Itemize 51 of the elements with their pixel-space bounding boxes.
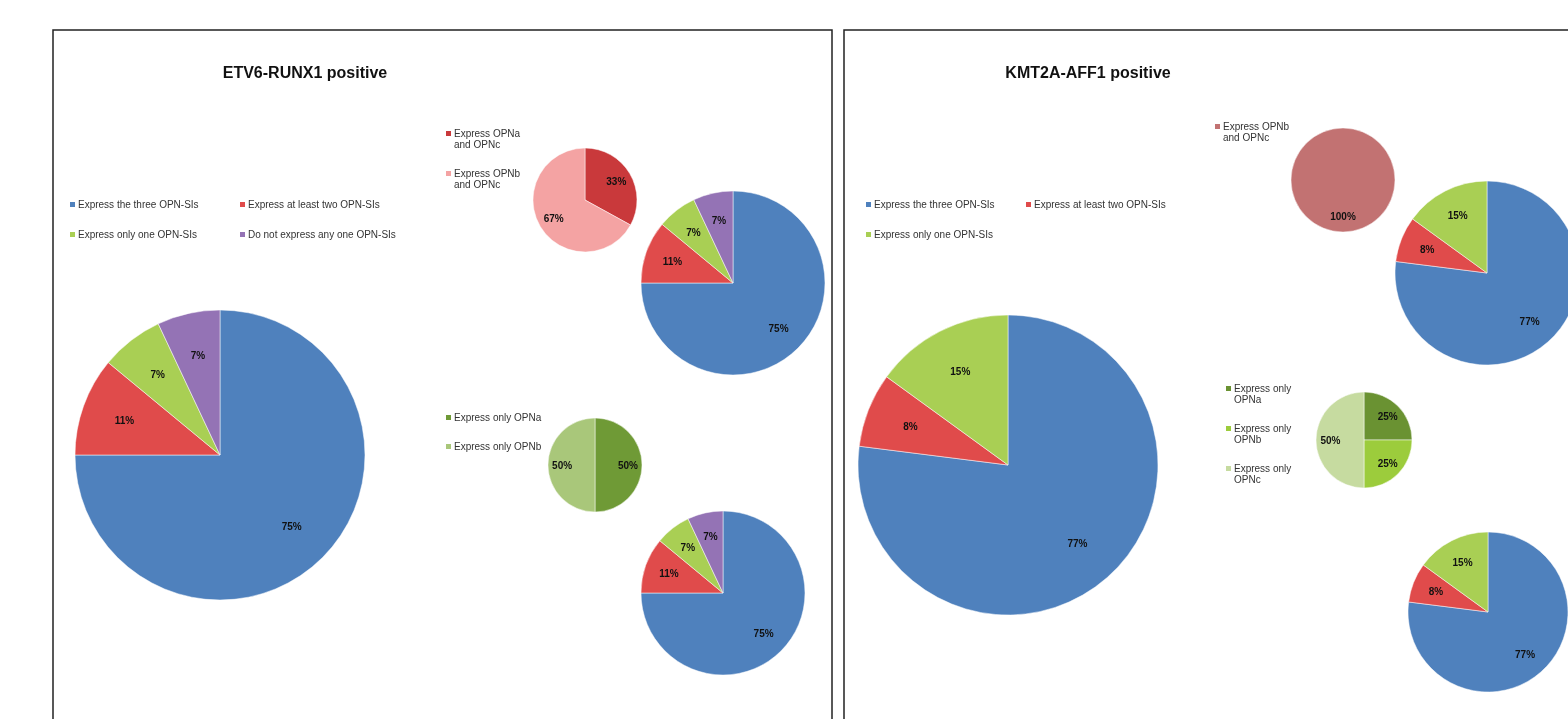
data-label: 15% (1452, 556, 1473, 568)
data-label: 77% (1519, 315, 1540, 327)
data-label: 50% (552, 459, 573, 471)
pie-slice (640, 190, 826, 376)
legend-label: Express only OPNa (454, 412, 542, 423)
data-label: 50% (617, 459, 639, 471)
legend-label: Express only OPNb (454, 441, 542, 452)
pie-slice (74, 309, 366, 601)
data-label: 8% (903, 420, 918, 432)
data-label: 75% (281, 521, 302, 533)
chart-title: ETV6-RUNX1 positive (222, 64, 388, 81)
legend-label: Express OPNb and OPNc (1223, 121, 1290, 143)
data-label: 77% (1515, 648, 1536, 660)
data-label: 7% (711, 214, 727, 226)
data-label: 8% (1428, 585, 1444, 597)
data-label: 75% (768, 323, 789, 335)
data-label: 67% (543, 213, 564, 225)
legend-label: Express only OPNb (1234, 423, 1292, 445)
data-label: 15% (1447, 210, 1468, 222)
data-label: 11% (114, 415, 135, 427)
data-label: 75% (753, 628, 774, 640)
pie-slice (857, 314, 1159, 616)
legend-label: Express only one OPN-SIs (874, 229, 993, 240)
chart-title: KMT2A-AFF1 positive (1005, 64, 1171, 81)
data-label: 25% (1377, 410, 1398, 422)
legend-label: Express only OPNc (1234, 463, 1292, 485)
pie-slice (640, 510, 806, 676)
legend-label: Express the three OPN-SIs (78, 199, 199, 210)
data-label: 7% (150, 369, 166, 381)
data-label: 77% (1067, 538, 1088, 550)
data-label: 7% (680, 542, 696, 554)
data-label: 11% (662, 255, 683, 267)
legend-label: Express at least two OPN-SIs (1034, 199, 1166, 210)
data-label: 100% (1330, 210, 1356, 222)
pie-slice (1407, 531, 1568, 693)
data-label: 7% (703, 531, 718, 543)
data-label: 7% (686, 226, 701, 238)
data-label: 25% (1377, 458, 1398, 470)
data-label: 50% (1320, 434, 1341, 446)
legend-label: Express OPNb and OPNc (454, 168, 521, 190)
legend-label: Express the three OPN-SIs (874, 199, 995, 210)
data-label: 33% (606, 175, 627, 187)
data-label: 8% (1419, 243, 1435, 255)
data-label: 7% (190, 350, 206, 362)
legend-label: Express only one OPN-SIs (78, 229, 197, 240)
legend-label: Express at least two OPN-SIs (248, 199, 380, 210)
legend-label: Express OPNa and OPNc (454, 128, 521, 150)
legend-label: Express only OPNa (1234, 383, 1292, 405)
data-label: 15% (950, 365, 971, 377)
data-label: 11% (659, 568, 679, 580)
legend-label: Do not express any one OPN-SIs (248, 229, 396, 240)
